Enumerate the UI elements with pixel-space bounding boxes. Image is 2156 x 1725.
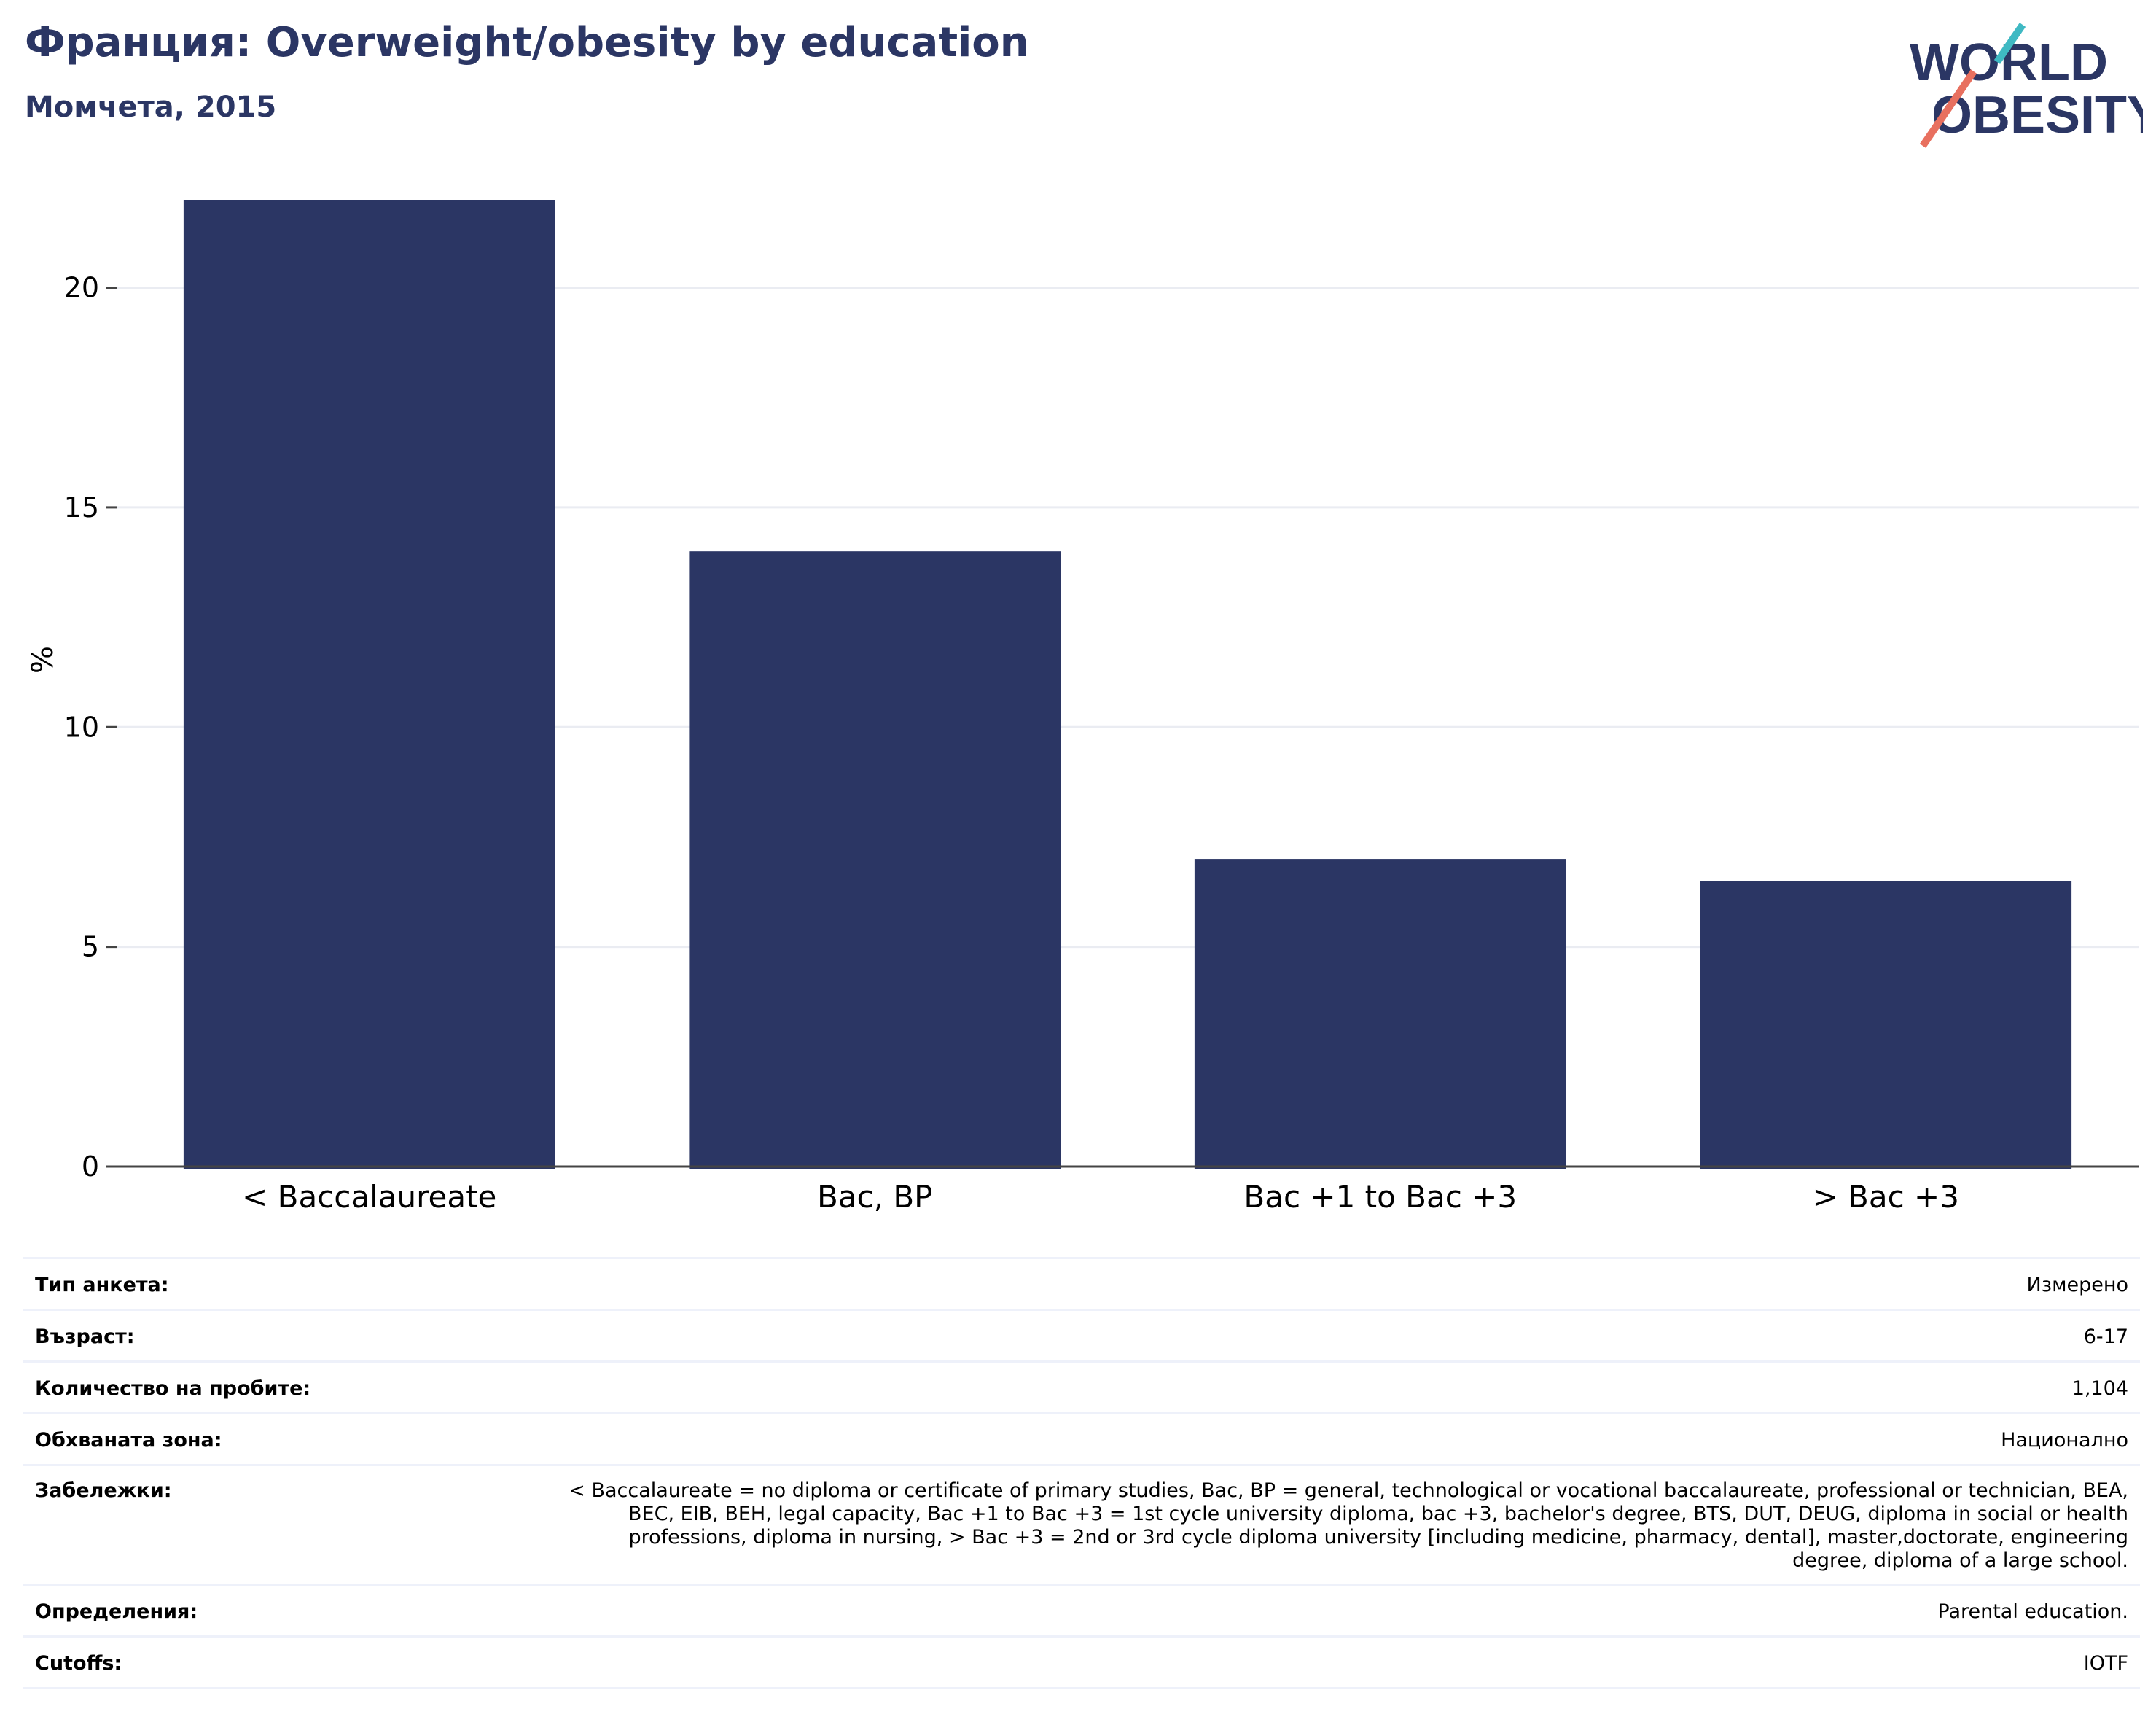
y-tick-label: 10 — [64, 711, 99, 743]
x-tick-label: Bac, BP — [817, 1179, 932, 1215]
bar[interactable] — [1700, 881, 2072, 1169]
info-row: Обхваната зона: Национално — [23, 1412, 2140, 1465]
logo-slash-red — [1919, 69, 1977, 148]
info-value: Измерено — [557, 1257, 2140, 1310]
bars — [183, 200, 2072, 1169]
bar-chart: 0 5 10 15 20 < Baccalaureate Bac, BP Bac +1 to… — [26, 200, 2139, 1215]
info-label: Забележки: — [23, 1464, 557, 1585]
x-tick-label: > Bac +3 — [1813, 1179, 1959, 1215]
chart-subtitle: Момчета, 2015 — [25, 90, 277, 124]
y-tick-label: 20 — [64, 272, 99, 304]
y-tick-label: 15 — [64, 491, 99, 523]
info-row: Забележки: < Baccalaureate = no diploma o… — [23, 1464, 2140, 1585]
info-row: Количество на пробите: 1,104 — [23, 1360, 2140, 1414]
x-tick-labels: < Baccalaureate Bac, BP Bac +1 to Bac +3 > … — [242, 1179, 1959, 1215]
y-tick-label: 0 — [82, 1150, 99, 1183]
x-tick-label: Bac +1 to Bac +3 — [1243, 1179, 1517, 1215]
info-value: IOTF — [557, 1635, 2140, 1689]
info-row: Тип анкета: Измерено — [23, 1257, 2140, 1310]
y-axis-label: % — [26, 646, 60, 674]
info-label: Количество на пробите: — [23, 1360, 557, 1414]
info-label: Обхваната зона: — [23, 1412, 557, 1465]
info-label: Възраст: — [23, 1309, 557, 1362]
info-value: < Baccalaureate = no diploma or certific… — [557, 1464, 2140, 1585]
info-value: 1,104 — [557, 1360, 2140, 1414]
info-label: Cutoffs: — [23, 1635, 557, 1689]
bar[interactable] — [1194, 859, 1566, 1169]
info-value: Национално — [557, 1412, 2140, 1465]
logo-slash-teal — [1993, 23, 2026, 64]
chart-title: Франция: Overweight/obesity by education — [25, 19, 1029, 66]
info-label: Определения: — [23, 1584, 557, 1637]
info-row: Cutoffs: IOTF — [23, 1635, 2140, 1689]
y-tick-labels: 0 5 10 15 20 — [64, 272, 117, 1183]
survey-info-table: Тип анкета: Измерено Възраст: 6-17 Количеств… — [23, 1257, 2140, 1689]
info-row: Определения: Parental education. — [23, 1584, 2140, 1637]
y-tick-label: 5 — [82, 931, 99, 963]
bar[interactable] — [689, 551, 1061, 1169]
info-value: Parental education. — [557, 1584, 2140, 1637]
logo-word-obesity: OBESITY — [1932, 86, 2143, 144]
info-row: Възраст: 6-17 — [23, 1309, 2140, 1362]
bar[interactable] — [183, 200, 555, 1169]
info-value: 6-17 — [557, 1309, 2140, 1362]
x-tick-label: < Baccalaureate — [242, 1179, 496, 1215]
info-label: Тип анкета: — [23, 1257, 557, 1310]
world-obesity-logo: WORLD OBESITY — [1910, 23, 2143, 148]
